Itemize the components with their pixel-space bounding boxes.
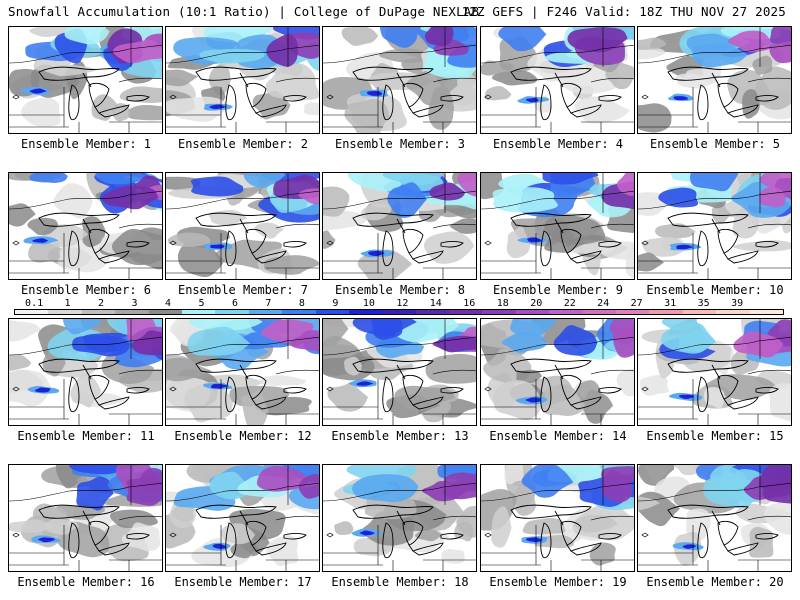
colorbar-tick-label: 7	[265, 298, 272, 309]
ensemble-member-map-9	[480, 172, 635, 280]
ensemble-member-map-1	[8, 26, 163, 134]
valid-time-label: 12Z GEFS | F246 Valid: 18Z THU NOV 27 20…	[461, 4, 786, 19]
colorbar-tick-label: 16	[463, 298, 476, 309]
ensemble-member-label: Ensemble Member: 20	[646, 575, 784, 589]
ensemble-member-label: Ensemble Member: 15	[646, 429, 784, 443]
snowfall-colorbar: 0.1 1 2 3 4 5 6 7 8 9 10 12 14 16 18 20 22 24 27 31 35 39	[14, 298, 784, 316]
ensemble-member-label: Ensemble Member: 6	[20, 283, 152, 297]
ensemble-member-map-20	[637, 464, 792, 572]
ensemble-member-map-4	[480, 26, 635, 134]
colorbar-swatch	[515, 310, 550, 314]
colorbar-tick-label: 5	[198, 298, 205, 309]
colorbar-tick-label: 10	[362, 298, 375, 309]
colorbar-swatch	[749, 310, 783, 314]
colorbar-tick-label: 4	[164, 298, 172, 309]
colorbar-tick-label: 1	[64, 298, 71, 309]
ensemble-member-label: Ensemble Member: 3	[334, 137, 466, 151]
ensemble-member-map-15	[637, 318, 792, 426]
ensemble-member-map-11	[8, 318, 163, 426]
colorbar-swatch	[482, 310, 516, 314]
colorbar-swatch	[315, 310, 349, 314]
colorbar-swatch	[15, 310, 49, 314]
colorbar-swatch	[616, 310, 650, 314]
ensemble-member-label: Ensemble Member: 10	[646, 283, 784, 297]
colorbar-tick-label: 9	[332, 298, 339, 309]
colorbar-swatch	[282, 310, 316, 314]
ensemble-member-map-19	[480, 464, 635, 572]
ensemble-member-map-18	[322, 464, 477, 572]
colorbar-tick-label: 35	[697, 298, 710, 309]
ensemble-member-label: Ensemble Member: 2	[177, 137, 309, 151]
ensemble-member-label: Ensemble Member: 4	[492, 137, 624, 151]
ensemble-member-label: Ensemble Member: 14	[489, 429, 627, 443]
ensemble-member-label: Ensemble Member: 8	[334, 283, 466, 297]
ensemble-member-label: Ensemble Member: 13	[331, 429, 469, 443]
ensemble-member-label: Ensemble Member: 9	[492, 283, 624, 297]
colorbar-swatch	[48, 310, 82, 314]
colorbar-tick-label: 24	[597, 298, 610, 309]
colorbar-swatch	[449, 310, 483, 314]
colorbar-swatch	[549, 310, 583, 314]
colorbar-tick-label: 2	[98, 298, 105, 309]
ensemble-member-label: Ensemble Member: 18	[331, 575, 469, 589]
colorbar-tick-label: 31	[664, 298, 677, 309]
colorbar-tick-label: 22	[563, 298, 576, 309]
colorbar-tick-label: 14	[429, 298, 442, 309]
ensemble-member-label: Ensemble Member: 12	[174, 429, 312, 443]
ensemble-member-label: Ensemble Member: 1	[20, 137, 152, 151]
ensemble-member-map-3	[322, 26, 477, 134]
colorbar-tick-label: 8	[298, 298, 305, 309]
colorbar-swatch	[716, 310, 750, 314]
colorbar-tick-label: 3	[131, 298, 138, 309]
colorbar-tick-label: 6	[231, 298, 238, 309]
colorbar-swatch	[81, 310, 116, 314]
colorbar-swatch	[649, 310, 683, 314]
ensemble-member-map-6	[8, 172, 163, 280]
ensemble-member-label: Ensemble Member: 5	[649, 137, 781, 151]
ensemble-member-map-7	[165, 172, 320, 280]
ensemble-member-map-8	[322, 172, 477, 280]
ensemble-member-label: Ensemble Member: 19	[489, 575, 627, 589]
colorbar-tick-label: 27	[630, 298, 643, 309]
colorbar-swatch	[348, 310, 383, 314]
ensemble-member-map-5	[637, 26, 792, 134]
ensemble-member-map-12	[165, 318, 320, 426]
ensemble-member-map-10	[637, 172, 792, 280]
ensemble-member-label: Ensemble Member: 17	[174, 575, 312, 589]
colorbar-tick-label: 39	[731, 298, 744, 309]
ensemble-member-map-17	[165, 464, 320, 572]
map-title: Snowfall Accumulation (10:1 Ratio) | Col…	[8, 4, 480, 19]
colorbar-swatch	[115, 310, 149, 314]
colorbar-swatch	[682, 310, 717, 314]
colorbar-swatch	[215, 310, 249, 314]
ensemble-member-label: Ensemble Member: 7	[177, 283, 309, 297]
colorbar-swatch	[415, 310, 450, 314]
colorbar-tick-label: 0.1	[25, 298, 44, 309]
colorbar-swatch	[248, 310, 283, 314]
colorbar-swatches	[14, 309, 784, 315]
colorbar-tick-label: 12	[396, 298, 409, 309]
colorbar-tick-label: 20	[530, 298, 543, 309]
colorbar-swatch	[181, 310, 216, 314]
colorbar-swatch	[582, 310, 617, 314]
ensemble-member-map-13	[322, 318, 477, 426]
ensemble-member-map-2	[165, 26, 320, 134]
ensemble-member-label: Ensemble Member: 11	[17, 429, 155, 443]
ensemble-member-map-14	[480, 318, 635, 426]
colorbar-swatch	[382, 310, 416, 314]
colorbar-swatch	[148, 310, 182, 314]
ensemble-member-map-16	[8, 464, 163, 572]
ensemble-member-label: Ensemble Member: 16	[17, 575, 155, 589]
colorbar-tick-label: 18	[496, 298, 509, 309]
